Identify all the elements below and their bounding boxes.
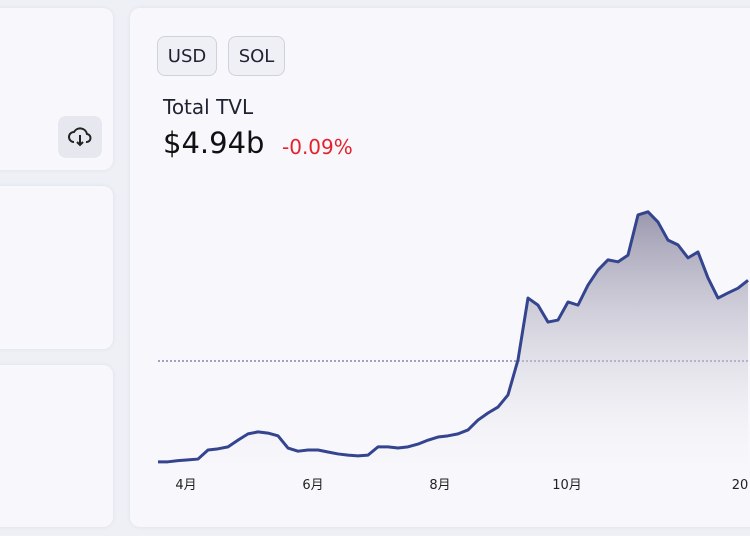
tvl-line [158, 210, 749, 464]
side-card [0, 365, 113, 527]
currency-button[interactable]: USD [157, 36, 217, 76]
currency-button[interactable]: SOL [228, 36, 285, 76]
side-card [0, 186, 113, 349]
tvl-value: $4.94b [163, 126, 265, 160]
x-tick-label: 4月 [175, 478, 196, 493]
area-fill [158, 211, 748, 463]
download-button[interactable] [58, 116, 102, 158]
x-tick-label: 10月 [552, 478, 582, 493]
x-tick-label: 20 [732, 478, 749, 493]
download-icon [68, 127, 92, 147]
tvl-change: -0.09% [282, 135, 353, 159]
x-tick-label: 8月 [429, 478, 450, 493]
chart-title: Total TVL [163, 95, 254, 119]
x-tick-label: 6月 [302, 478, 323, 493]
